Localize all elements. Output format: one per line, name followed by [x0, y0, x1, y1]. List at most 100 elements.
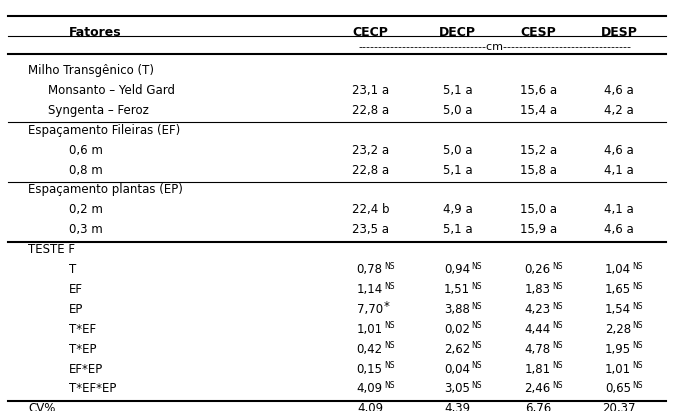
Text: 4,23: 4,23 — [524, 303, 551, 316]
Text: 1,54: 1,54 — [605, 303, 631, 316]
Text: NS: NS — [552, 361, 562, 370]
Text: 0,15: 0,15 — [357, 363, 383, 376]
Text: NS: NS — [471, 262, 482, 271]
Text: Espaçamento plantas (EP): Espaçamento plantas (EP) — [28, 183, 183, 196]
Text: 4,09: 4,09 — [357, 382, 383, 395]
Text: 22,4 b: 22,4 b — [352, 203, 390, 216]
Text: NS: NS — [632, 381, 643, 390]
Text: TESTE F: TESTE F — [28, 243, 75, 256]
Text: NS: NS — [384, 282, 394, 291]
Text: Syngenta – Feroz: Syngenta – Feroz — [49, 104, 149, 117]
Text: 5,1 a: 5,1 a — [443, 164, 472, 177]
Text: 0,94: 0,94 — [443, 263, 470, 276]
Text: 1,81: 1,81 — [524, 363, 551, 376]
Text: 22,8 a: 22,8 a — [352, 164, 389, 177]
Text: 5,0 a: 5,0 a — [443, 104, 472, 117]
Text: T*EP: T*EP — [69, 343, 96, 356]
Text: *: * — [384, 300, 390, 313]
Text: 2,28: 2,28 — [605, 323, 631, 336]
Text: NS: NS — [471, 302, 482, 311]
Text: 5,1 a: 5,1 a — [443, 223, 472, 236]
Text: EF*EP: EF*EP — [69, 363, 102, 376]
Text: EF: EF — [69, 283, 82, 296]
Text: 4,1 a: 4,1 a — [604, 203, 634, 216]
Text: Monsanto – Yeld Gard: Monsanto – Yeld Gard — [49, 84, 175, 97]
Text: 15,0 a: 15,0 a — [520, 203, 557, 216]
Text: 5,0 a: 5,0 a — [443, 144, 472, 157]
Text: NS: NS — [471, 282, 482, 291]
Text: NS: NS — [471, 361, 482, 370]
Text: NS: NS — [552, 342, 562, 351]
Text: NS: NS — [552, 262, 562, 271]
Text: 4,9 a: 4,9 a — [443, 203, 472, 216]
Text: 5,1 a: 5,1 a — [443, 84, 472, 97]
Text: CESP: CESP — [520, 25, 556, 39]
Text: 15,4 a: 15,4 a — [520, 104, 557, 117]
Text: 0,42: 0,42 — [357, 343, 383, 356]
Text: 6,76: 6,76 — [525, 402, 551, 411]
Text: 3,05: 3,05 — [444, 382, 470, 395]
Text: T*EF*EP: T*EF*EP — [69, 382, 116, 395]
Text: --------------------------------cm--------------------------------: --------------------------------cm------… — [359, 42, 632, 52]
Text: 4,39: 4,39 — [445, 402, 471, 411]
Text: NS: NS — [471, 321, 482, 330]
Text: NS: NS — [632, 361, 643, 370]
Text: 3,88: 3,88 — [444, 303, 470, 316]
Text: NS: NS — [552, 321, 562, 330]
Text: T*EF: T*EF — [69, 323, 96, 336]
Text: NS: NS — [471, 381, 482, 390]
Text: Espaçamento Fileiras (EF): Espaçamento Fileiras (EF) — [28, 124, 181, 137]
Text: 0,26: 0,26 — [524, 263, 551, 276]
Text: NS: NS — [384, 342, 394, 351]
Text: EP: EP — [69, 303, 83, 316]
Text: 7,70: 7,70 — [357, 303, 383, 316]
Text: 1,01: 1,01 — [605, 363, 631, 376]
Text: 15,9 a: 15,9 a — [520, 223, 557, 236]
Text: 0,3 m: 0,3 m — [69, 223, 102, 236]
Text: NS: NS — [384, 381, 394, 390]
Text: DECP: DECP — [439, 25, 477, 39]
Text: 4,44: 4,44 — [524, 323, 551, 336]
Text: 23,2 a: 23,2 a — [352, 144, 389, 157]
Text: 0,65: 0,65 — [605, 382, 631, 395]
Text: 0,2 m: 0,2 m — [69, 203, 102, 216]
Text: 4,6 a: 4,6 a — [604, 144, 634, 157]
Text: NS: NS — [384, 262, 394, 271]
Text: 1,83: 1,83 — [524, 283, 551, 296]
Text: 1,51: 1,51 — [443, 283, 470, 296]
Text: 15,2 a: 15,2 a — [520, 144, 557, 157]
Text: 2,46: 2,46 — [524, 382, 551, 395]
Text: 0,02: 0,02 — [444, 323, 470, 336]
Text: 4,1 a: 4,1 a — [604, 164, 634, 177]
Text: DESP: DESP — [601, 25, 638, 39]
Text: T: T — [69, 263, 75, 276]
Text: 0,78: 0,78 — [357, 263, 383, 276]
Text: NS: NS — [552, 381, 562, 390]
Text: Milho Transgênico (T): Milho Transgênico (T) — [28, 64, 154, 77]
Text: NS: NS — [632, 321, 643, 330]
Text: 23,5 a: 23,5 a — [352, 223, 389, 236]
Text: 0,04: 0,04 — [444, 363, 470, 376]
Text: NS: NS — [552, 282, 562, 291]
Text: 4,6 a: 4,6 a — [604, 223, 634, 236]
Text: 4,78: 4,78 — [524, 343, 551, 356]
Text: NS: NS — [632, 282, 643, 291]
Text: 1,14: 1,14 — [357, 283, 383, 296]
Text: 15,6 a: 15,6 a — [520, 84, 557, 97]
Text: 23,1 a: 23,1 a — [352, 84, 389, 97]
Text: 4,2 a: 4,2 a — [604, 104, 634, 117]
Text: CECP: CECP — [353, 25, 388, 39]
Text: 20,37: 20,37 — [602, 402, 636, 411]
Text: 4,09: 4,09 — [357, 402, 384, 411]
Text: NS: NS — [384, 361, 394, 370]
Text: 1,95: 1,95 — [605, 343, 631, 356]
Text: NS: NS — [632, 262, 643, 271]
Text: NS: NS — [632, 342, 643, 351]
Text: CV%: CV% — [28, 402, 56, 411]
Text: Fatores: Fatores — [69, 25, 122, 39]
Text: 1,01: 1,01 — [357, 323, 383, 336]
Text: NS: NS — [552, 302, 562, 311]
Text: 0,8 m: 0,8 m — [69, 164, 102, 177]
Text: 4,6 a: 4,6 a — [604, 84, 634, 97]
Text: 15,8 a: 15,8 a — [520, 164, 557, 177]
